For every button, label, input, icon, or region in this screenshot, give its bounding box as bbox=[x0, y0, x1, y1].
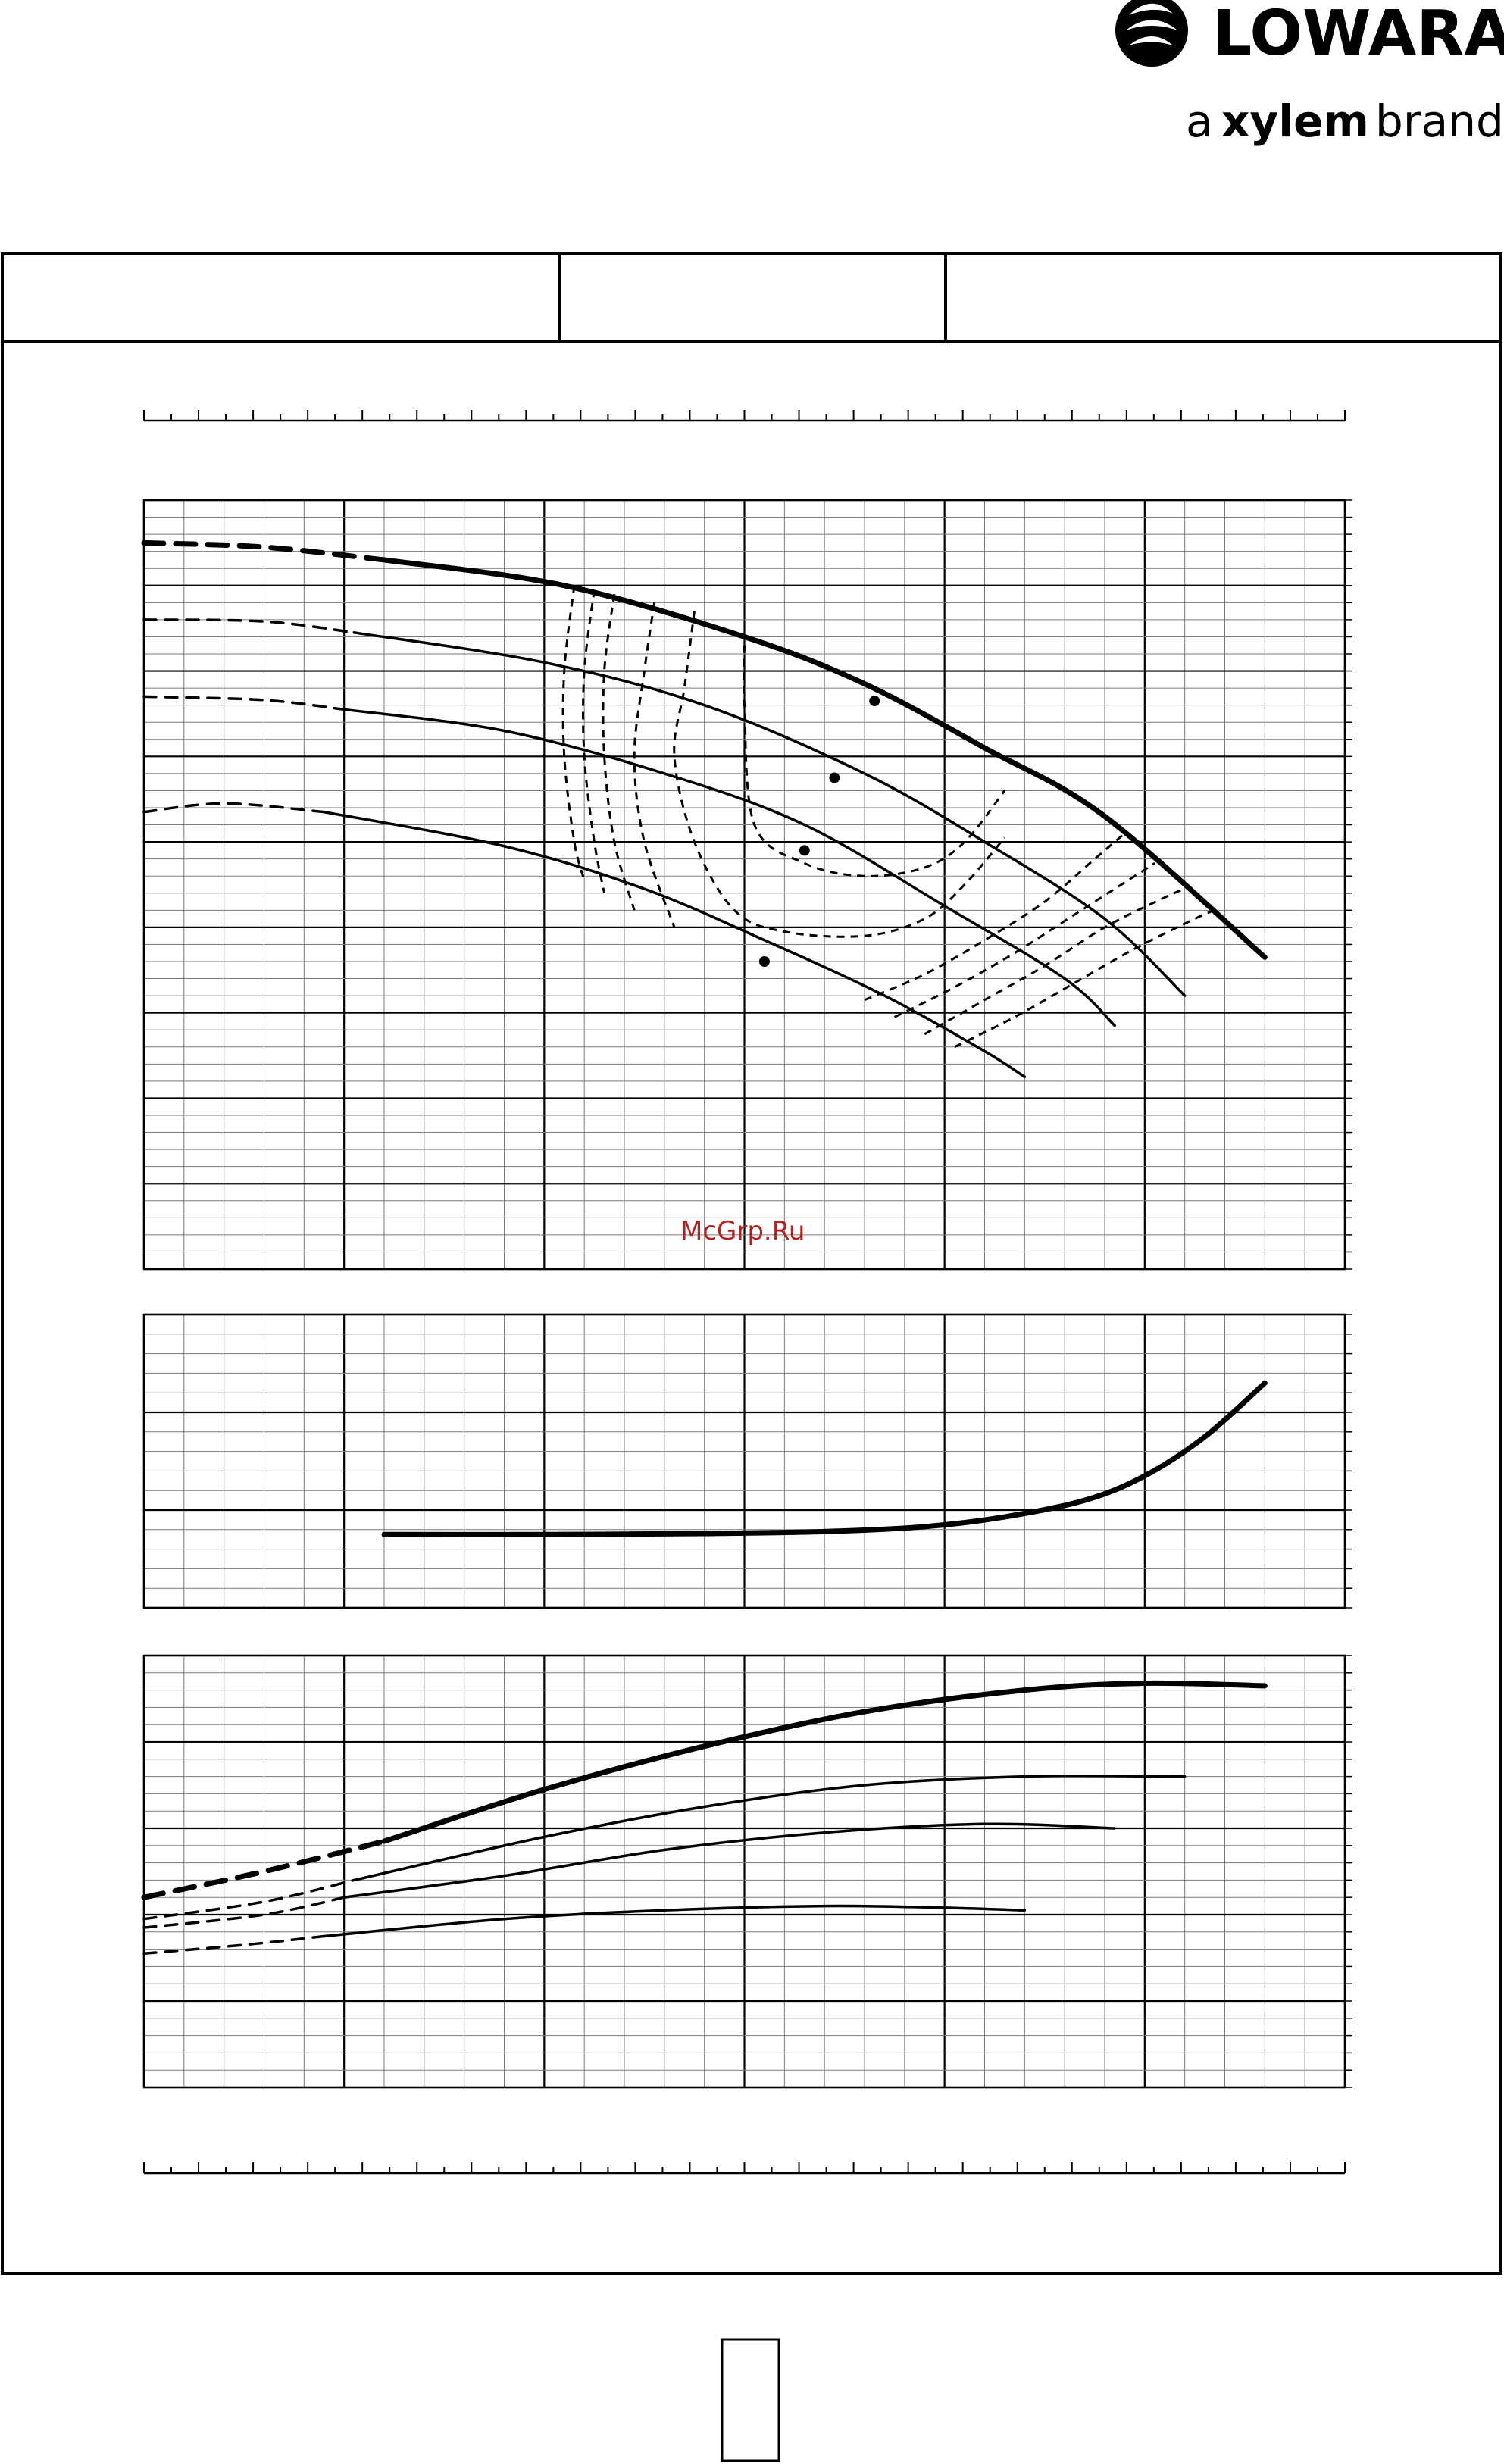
efficiency-contour-1 bbox=[561, 585, 586, 881]
operating-point-4 bbox=[758, 956, 770, 967]
power-low-flow-curves bbox=[141, 1838, 387, 1956]
efficiency-contour-5 bbox=[673, 611, 1006, 938]
head-curve-4 bbox=[323, 810, 1027, 1078]
logo-text: LOWARA bbox=[1212, 0, 1504, 70]
power-low-flow-curve-3 bbox=[142, 1896, 346, 1929]
head-low-flow-curve-4 bbox=[142, 802, 326, 814]
power-grid bbox=[142, 1654, 1352, 2089]
panel-border bbox=[142, 499, 1346, 1271]
power-curve-panel bbox=[141, 1654, 1352, 2089]
power-curve-3 bbox=[342, 1822, 1116, 1899]
operating-point-markers bbox=[758, 696, 880, 967]
operating-point-1 bbox=[869, 696, 880, 707]
efficiency-contour-9 bbox=[924, 887, 1186, 1036]
efficiency-contours bbox=[561, 585, 1215, 1049]
power-curve-1 bbox=[381, 1680, 1268, 1844]
tagline-brand: xylem bbox=[1221, 95, 1369, 147]
efficiency-contour-7 bbox=[864, 832, 1126, 1002]
brand-tagline: a xylem brand bbox=[1186, 95, 1504, 147]
head-low-flow-curve-1 bbox=[141, 539, 387, 563]
tagline-prefix: a bbox=[1186, 95, 1213, 147]
head-low-flow-curve-3 bbox=[142, 695, 346, 711]
lowara-logo: LOWARA bbox=[1115, 0, 1504, 70]
head-curve-3 bbox=[342, 708, 1116, 1027]
page-frame bbox=[1, 252, 1502, 2275]
npsh-curve-panel bbox=[142, 1313, 1352, 1609]
efficiency-contour-8 bbox=[893, 862, 1155, 1018]
head-low-flow-curves bbox=[141, 539, 387, 814]
npsh-curves bbox=[381, 1380, 1268, 1537]
head-curve-2 bbox=[352, 631, 1187, 997]
power-curves bbox=[323, 1680, 1268, 1938]
npsh-curve-1 bbox=[381, 1380, 1268, 1537]
lowara-drop-icon bbox=[1115, 0, 1188, 67]
page-number-box bbox=[721, 2338, 780, 2462]
watermark-text: McGrp.Ru bbox=[680, 1216, 805, 1246]
power-curve-4 bbox=[323, 1904, 1027, 1938]
head-grid bbox=[142, 499, 1352, 1271]
head-curve-1 bbox=[381, 557, 1268, 960]
top-secondary-scale bbox=[143, 410, 1346, 422]
efficiency-contour-3 bbox=[602, 593, 636, 911]
head-curve-panel bbox=[141, 499, 1352, 1271]
efficiency-contour-4 bbox=[633, 602, 676, 928]
panel-border bbox=[142, 1654, 1346, 2089]
efficiency-contour-2 bbox=[582, 589, 606, 894]
operating-point-3 bbox=[799, 845, 810, 856]
operating-point-2 bbox=[829, 772, 840, 783]
tagline-suffix: brand bbox=[1375, 95, 1504, 147]
power-curve-2 bbox=[352, 1775, 1187, 1882]
head-curves bbox=[323, 557, 1268, 1078]
power-low-flow-curve-2 bbox=[142, 1878, 356, 1921]
bottom-secondary-scale bbox=[143, 2162, 1346, 2175]
head-low-flow-curve-2 bbox=[142, 618, 356, 634]
panel-border bbox=[142, 1313, 1346, 1609]
power-low-flow-curve-4 bbox=[142, 1934, 326, 1956]
efficiency-contour-10 bbox=[954, 908, 1215, 1049]
npsh-grid bbox=[142, 1313, 1352, 1609]
